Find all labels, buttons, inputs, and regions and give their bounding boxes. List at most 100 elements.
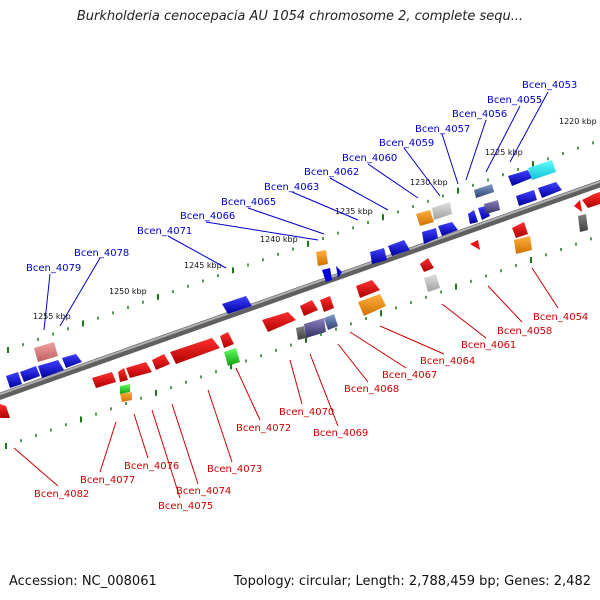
gene-feature[interactable] bbox=[474, 184, 494, 198]
leader-line bbox=[465, 119, 487, 181]
gene-label[interactable]: Bcen_4077 bbox=[80, 475, 135, 486]
gene-label[interactable]: Bcen_4059 bbox=[379, 138, 434, 149]
gene-feature[interactable] bbox=[574, 200, 582, 212]
gene-feature[interactable] bbox=[34, 342, 58, 362]
gene-feature[interactable] bbox=[224, 348, 240, 366]
gene-label[interactable]: Bcen_4068 bbox=[344, 384, 399, 395]
gene-feature[interactable] bbox=[92, 372, 116, 388]
gene-feature[interactable] bbox=[322, 268, 332, 282]
gene-feature[interactable] bbox=[38, 360, 64, 378]
gene-feature[interactable] bbox=[422, 228, 438, 244]
gene-label[interactable]: Bcen_4070 bbox=[279, 407, 334, 418]
gene-label[interactable]: Bcen_4073 bbox=[207, 464, 262, 475]
gene-label[interactable]: Bcen_4069 bbox=[313, 428, 368, 439]
gene-feature[interactable] bbox=[470, 240, 480, 250]
gene-feature[interactable] bbox=[468, 210, 478, 224]
gene-label[interactable]: Bcen_4082 bbox=[34, 489, 89, 500]
scale-track bbox=[7, 141, 594, 353]
gene-label[interactable]: Bcen_4057 bbox=[415, 124, 470, 135]
gene-label[interactable]: Bcen_4056 bbox=[452, 109, 507, 120]
leader-line bbox=[247, 207, 325, 235]
gene-feature[interactable] bbox=[316, 250, 328, 266]
gene-feature[interactable] bbox=[516, 190, 537, 206]
gene-label[interactable]: Bcen_4067 bbox=[382, 370, 437, 381]
leader-line bbox=[133, 413, 149, 459]
gene-feature[interactable] bbox=[20, 366, 40, 382]
topology-text: Topology: circular; Length: 2,788,459 bp… bbox=[233, 574, 591, 589]
gene-label[interactable]: Bcen_4074 bbox=[176, 486, 231, 497]
gene-feature[interactable] bbox=[6, 372, 22, 388]
gene-feature[interactable] bbox=[300, 300, 318, 316]
gene-feature[interactable] bbox=[320, 296, 334, 312]
gene-feature[interactable] bbox=[356, 280, 380, 298]
gene-feature[interactable] bbox=[424, 274, 440, 292]
gene-feature[interactable] bbox=[118, 368, 128, 382]
gene-label[interactable]: Bcen_4065 bbox=[221, 197, 276, 208]
scale-label: 1250 kbp bbox=[109, 287, 147, 296]
leader-line bbox=[59, 257, 101, 327]
gene-feature[interactable] bbox=[62, 354, 82, 368]
leader-line bbox=[509, 91, 549, 163]
accession-text: Accession: NC_008061 bbox=[9, 574, 157, 589]
top-gene-labels: Bcen_4053 Bcen_4055 Bcen_4056 Bcen_4057 … bbox=[26, 80, 577, 274]
map-title: Burkholderia cenocepacia AU 1054 chromos… bbox=[76, 9, 524, 24]
gene-feature[interactable] bbox=[336, 266, 342, 278]
gene-feature[interactable] bbox=[120, 384, 130, 394]
gene-feature[interactable] bbox=[304, 318, 326, 338]
gene-feature[interactable] bbox=[432, 202, 452, 220]
gene-label[interactable]: Bcen_4078 bbox=[74, 248, 129, 259]
gene-label[interactable]: Bcen_4066 bbox=[180, 211, 235, 222]
gene-feature[interactable] bbox=[358, 294, 386, 316]
gene-label[interactable]: Bcen_4075 bbox=[158, 501, 213, 512]
gene-feature[interactable] bbox=[512, 222, 528, 238]
gene-label[interactable]: Bcen_4079 bbox=[26, 263, 81, 274]
chromosome-backbone-highlight bbox=[0, 180, 600, 396]
gene-label[interactable]: Bcen_4058 bbox=[497, 326, 552, 337]
gene-feature[interactable] bbox=[220, 332, 234, 348]
leader-line bbox=[207, 389, 233, 463]
gene-feature[interactable] bbox=[438, 222, 458, 236]
gene-label[interactable]: Bcen_4053 bbox=[522, 80, 577, 91]
gene-feature[interactable] bbox=[528, 160, 556, 180]
gene-feature[interactable] bbox=[120, 392, 132, 402]
gene-feature[interactable] bbox=[420, 258, 434, 272]
gene-feature[interactable] bbox=[222, 296, 252, 314]
gene-feature[interactable] bbox=[508, 170, 532, 186]
gene-feature[interactable] bbox=[388, 240, 410, 256]
gene-feature[interactable] bbox=[152, 354, 170, 370]
gene-label[interactable]: Bcen_4061 bbox=[461, 340, 516, 351]
gene-label[interactable]: Bcen_4063 bbox=[264, 182, 319, 193]
leader-line bbox=[171, 403, 199, 485]
gene-label[interactable]: Bcen_4076 bbox=[124, 461, 179, 472]
gene-feature[interactable] bbox=[296, 326, 306, 340]
gene-feature[interactable] bbox=[370, 248, 387, 264]
gene-label[interactable]: Bcen_4060 bbox=[342, 153, 397, 164]
gene-feature[interactable] bbox=[582, 192, 600, 208]
leader-line bbox=[151, 409, 181, 499]
leader-line bbox=[403, 147, 441, 197]
gene-label[interactable]: Bcen_4055 bbox=[487, 95, 542, 106]
gene-feature[interactable] bbox=[0, 404, 10, 418]
scale-label: 1240 kbp bbox=[260, 235, 298, 244]
gene-feature[interactable] bbox=[170, 338, 220, 364]
gene-label[interactable]: Bcen_4071 bbox=[137, 226, 192, 237]
gene-label[interactable]: Bcen_4062 bbox=[304, 167, 359, 178]
gene-feature[interactable] bbox=[262, 312, 296, 332]
gene-label[interactable]: Bcen_4072 bbox=[236, 423, 291, 434]
scale-label: 1230 kbp bbox=[410, 178, 448, 187]
gene-label[interactable]: Bcen_4064 bbox=[420, 356, 475, 367]
bottom-gene-labels: Bcen_4054 Bcen_4058 Bcen_4061 Bcen_4064 … bbox=[34, 312, 588, 512]
gene-feature[interactable] bbox=[514, 236, 532, 254]
scale-labels: 1220 kbp 1225 kbp 1230 kbp 1235 kbp 1240… bbox=[33, 117, 597, 321]
gene-feature[interactable] bbox=[538, 182, 562, 198]
gene-feature[interactable] bbox=[416, 210, 434, 226]
chromosome-backbone bbox=[0, 180, 600, 400]
gene-feature[interactable] bbox=[578, 214, 588, 232]
gene-feature[interactable] bbox=[126, 362, 152, 378]
leader-line bbox=[349, 331, 407, 369]
leader-line bbox=[205, 221, 319, 241]
gene-feature[interactable] bbox=[324, 314, 338, 330]
gene-label[interactable]: Bcen_4054 bbox=[533, 312, 588, 323]
gene-feature[interactable] bbox=[484, 200, 500, 214]
